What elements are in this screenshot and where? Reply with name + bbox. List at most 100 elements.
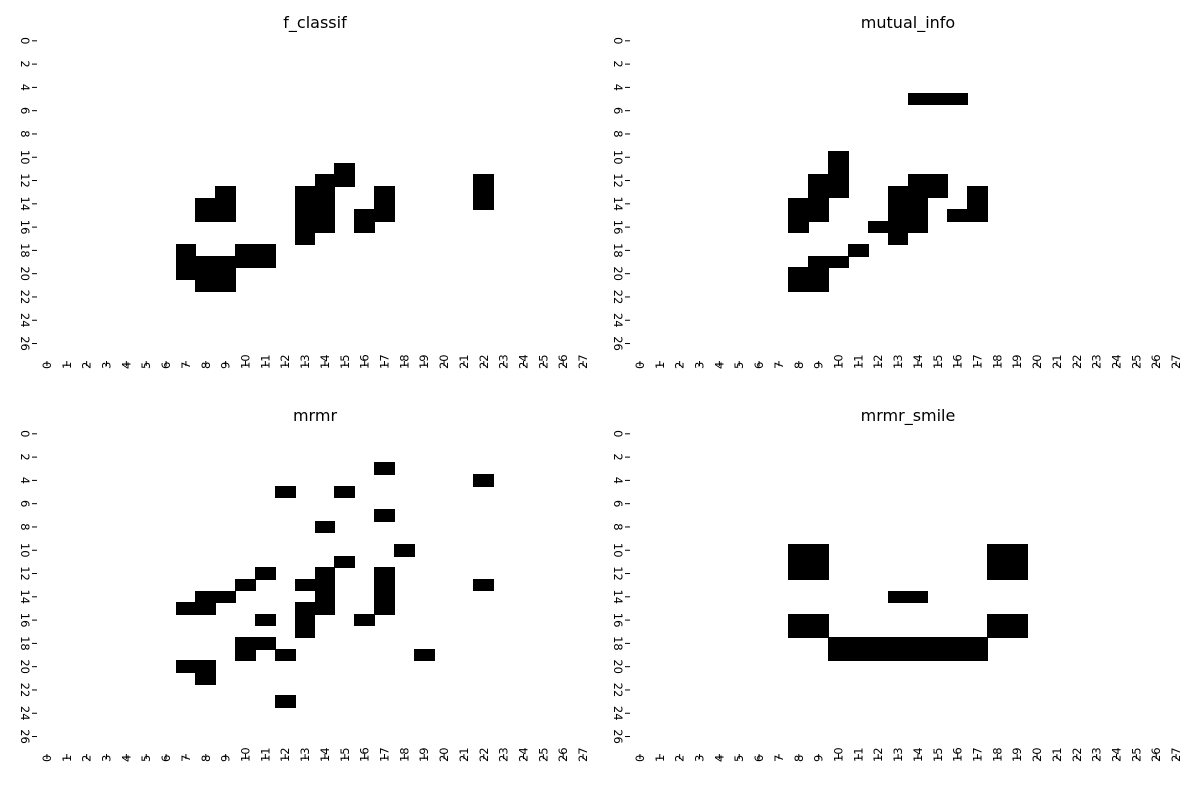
panel-title: mutual_info — [861, 13, 955, 33]
y-tick-label: 26 — [18, 336, 32, 351]
heatmap-cell — [315, 209, 335, 222]
heatmap-cell — [195, 267, 216, 280]
x-tick-label: 24 — [1110, 354, 1124, 369]
x-tick-label: 21 — [1050, 747, 1064, 762]
x-tick-label: 12 — [278, 354, 292, 369]
x-tick-label: 2 — [673, 755, 687, 762]
x-tick-label: 4 — [119, 362, 133, 369]
x-tick-label: 22 — [1070, 354, 1084, 369]
heatmap-cell — [295, 602, 315, 615]
y-tick-label: 4 — [611, 477, 625, 484]
x-tick-label: 0 — [633, 362, 647, 369]
heatmap-cell — [195, 591, 216, 603]
x-tick-label: 25 — [536, 354, 550, 369]
x-tick-label: 27 — [1169, 747, 1183, 762]
x-tick-label: 19 — [417, 747, 431, 762]
y-tick-label: 22 — [18, 683, 32, 698]
heatmap-cell — [315, 521, 335, 533]
heatmap-cells — [630, 428, 1186, 754]
x-tick-label: 21 — [457, 354, 471, 369]
x-tick-label: 21 — [457, 747, 471, 762]
heatmap-cell — [255, 256, 276, 268]
heatmap-cell — [987, 544, 1008, 557]
heatmap-cell — [908, 209, 928, 222]
heatmap-cell — [374, 602, 395, 615]
heatmap-cell — [788, 614, 809, 626]
x-tick-label: 5 — [139, 362, 153, 369]
y-tick-label: 6 — [611, 500, 625, 507]
heatmap-cell — [374, 579, 395, 591]
heatmap-cell — [215, 256, 236, 268]
x-tick-label: 18 — [990, 354, 1004, 369]
heatmap-cell — [888, 232, 908, 245]
heatmap-cell — [848, 649, 869, 661]
heatmap-cell — [334, 556, 355, 568]
x-tick-label: 15 — [931, 354, 945, 369]
heatmap-cell — [295, 614, 315, 626]
heatmap-cell — [315, 567, 335, 580]
heatmap-cell — [868, 221, 889, 233]
x-tick-label: 2 — [673, 362, 687, 369]
heatmap-cell — [788, 567, 809, 580]
x-tick-label: 3 — [693, 362, 707, 369]
y-tick-label: 26 — [611, 336, 625, 351]
y-tick-label: 10 — [611, 150, 625, 165]
heatmap-cell — [908, 186, 928, 198]
heatmap-cell — [927, 93, 948, 105]
heatmap-cell — [788, 544, 809, 557]
heatmap-cell — [967, 637, 988, 650]
x-tick-label: 6 — [159, 755, 173, 762]
x-tick-label: 14 — [318, 354, 332, 369]
heatmap-cell — [295, 221, 315, 233]
y-tick-label: 24 — [18, 706, 32, 721]
x-tick-label: 19 — [1010, 354, 1024, 369]
heatmap-cell — [315, 186, 335, 198]
x-tick-label: 14 — [911, 354, 925, 369]
heatmap-cell — [808, 198, 829, 210]
heatmap-cell — [473, 186, 494, 198]
x-tick-label: 1 — [653, 755, 667, 762]
heatmap-cell — [255, 614, 276, 626]
heatmap-cell — [374, 591, 395, 603]
heatmap-cell — [334, 174, 355, 187]
x-tick-label: 22 — [1070, 747, 1084, 762]
x-tick-label: 12 — [871, 354, 885, 369]
x-tick-label: 22 — [477, 747, 491, 762]
x-tick-label: 6 — [159, 362, 173, 369]
panel-title: f_classif — [283, 13, 347, 33]
x-tick-label: 9 — [812, 755, 826, 762]
x-tick-label: 10 — [832, 747, 846, 762]
x-tick-label: 26 — [556, 354, 570, 369]
heatmap-cell — [888, 591, 908, 603]
heatmap-cell — [295, 186, 315, 198]
heatmap-cell — [176, 256, 196, 268]
x-tick-label: 24 — [1110, 747, 1124, 762]
x-tick-label: 20 — [1030, 354, 1044, 369]
x-tick-label: 12 — [278, 747, 292, 762]
y-tick-label: 14 — [611, 590, 625, 605]
x-tick-label: 8 — [792, 362, 806, 369]
x-tick-label: 16 — [358, 747, 372, 762]
heatmap-cell — [374, 209, 395, 222]
heatmap-cell — [473, 474, 494, 487]
x-tick-label: 20 — [1030, 747, 1044, 762]
heatmap-cell — [828, 151, 849, 164]
heatmap-cell — [374, 198, 395, 210]
heatmap-cell — [967, 209, 988, 222]
heatmap-cell — [848, 637, 869, 650]
heatmap-cell — [215, 186, 236, 198]
heatmap-cell — [235, 579, 256, 591]
heatmap-cell — [828, 174, 849, 187]
heatmap-cell — [808, 267, 829, 280]
y-tick-label: 12 — [18, 173, 32, 188]
heatmap-cell — [295, 579, 315, 591]
heatmap-cell — [195, 672, 216, 685]
y-tick-label: 8 — [611, 523, 625, 530]
y-tick-label: 2 — [18, 453, 32, 460]
y-tick-label: 4 — [18, 84, 32, 91]
heatmap-cell — [967, 649, 988, 661]
heatmap-cell — [987, 556, 1008, 568]
heatmap-cell — [788, 198, 809, 210]
